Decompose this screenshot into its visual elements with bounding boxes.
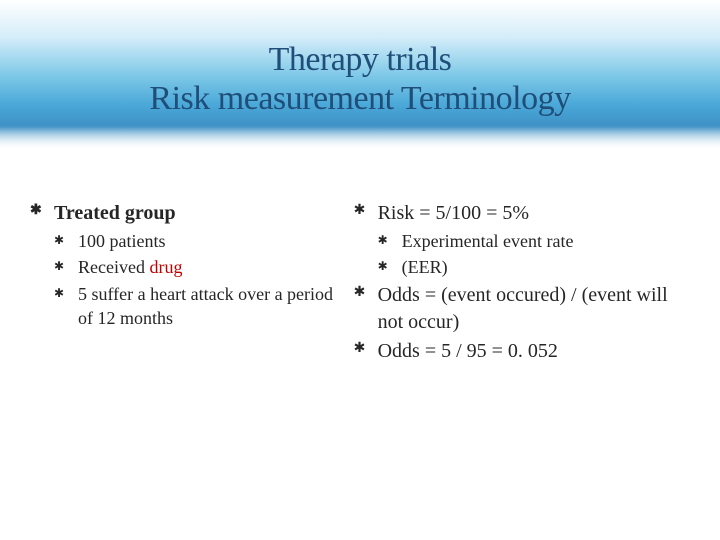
title-band: Therapy trials Risk measurement Terminol… bbox=[0, 0, 720, 150]
left-item-received: Received drug bbox=[54, 255, 334, 279]
risk-sub-eer-label: Experimental event rate bbox=[378, 229, 684, 253]
left-item-suffer: 5 suffer a heart attack over a period of… bbox=[54, 282, 334, 331]
slide-title: Therapy trials Risk measurement Terminol… bbox=[119, 32, 600, 118]
drug-word: drug bbox=[149, 257, 182, 277]
right-column: Risk = 5/100 = 5% Experimental event rat… bbox=[354, 200, 684, 367]
odds-calc: Odds = 5 / 95 = 0. 052 bbox=[354, 338, 684, 365]
odds-formula: Odds = (event occured) / (event will not… bbox=[354, 282, 684, 336]
received-text: Received bbox=[78, 257, 149, 277]
risk-line: Risk = 5/100 = 5% bbox=[354, 200, 684, 227]
left-item-patients: 100 patients bbox=[54, 229, 334, 253]
title-line-2: Risk measurement Terminology bbox=[149, 80, 570, 117]
treated-group-heading: Treated group bbox=[30, 200, 334, 227]
left-column: Treated group 100 patients Received drug… bbox=[30, 200, 334, 367]
title-line-1: Therapy trials bbox=[269, 41, 452, 78]
content-area: Treated group 100 patients Received drug… bbox=[0, 150, 720, 367]
left-list: Treated group 100 patients Received drug… bbox=[30, 200, 334, 330]
risk-sub-eer-abbr: (EER) bbox=[378, 255, 684, 279]
right-list: Risk = 5/100 = 5% Experimental event rat… bbox=[354, 200, 684, 365]
